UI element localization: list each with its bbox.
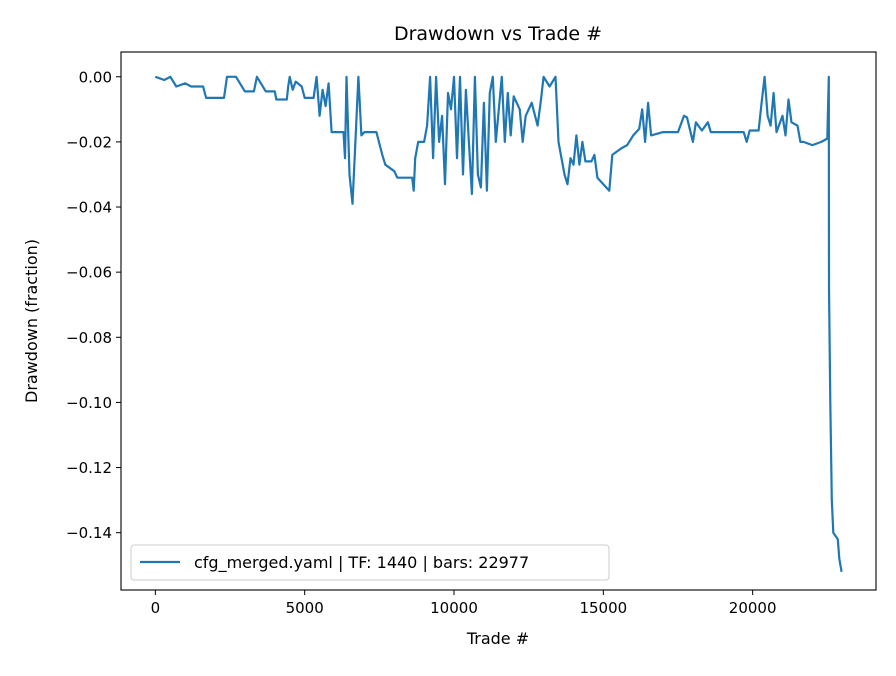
x-tick-label: 20000 [729, 599, 777, 617]
series-line [154, 75, 843, 572]
axes-frame [120, 51, 877, 591]
y-tick-label: 0.00 [79, 68, 112, 86]
y-tick-label: −0.02 [66, 133, 112, 151]
x-axis: 0 5000 10000 15000 20000 [151, 590, 777, 617]
y-axis-label: Drawdown (fraction) [22, 239, 41, 403]
legend-entry: cfg_merged.yaml | TF: 1440 | bars: 22977 [194, 553, 529, 573]
y-tick-label: −0.04 [66, 199, 112, 217]
y-tick-label: −0.12 [66, 459, 112, 477]
y-tick-label: −0.08 [66, 329, 112, 347]
legend: cfg_merged.yaml | TF: 1440 | bars: 22977 [130, 544, 610, 581]
x-axis-label: Trade # [466, 629, 529, 648]
x-tick-label: 0 [151, 599, 161, 617]
x-tick-label: 5000 [286, 599, 324, 617]
x-tick-label: 15000 [579, 599, 627, 617]
y-tick-label: −0.14 [66, 524, 112, 542]
plot-area [154, 75, 843, 572]
x-tick-label: 10000 [430, 599, 478, 617]
y-tick-label: −0.06 [66, 264, 112, 282]
y-axis: 0.00 −0.02 −0.04 −0.06 −0.08 −0.10 −0.12 −0.14 [66, 68, 121, 542]
y-tick-label: −0.10 [66, 394, 112, 412]
legend-box [130, 544, 610, 581]
chart-title: Drawdown vs Trade # [394, 23, 602, 45]
